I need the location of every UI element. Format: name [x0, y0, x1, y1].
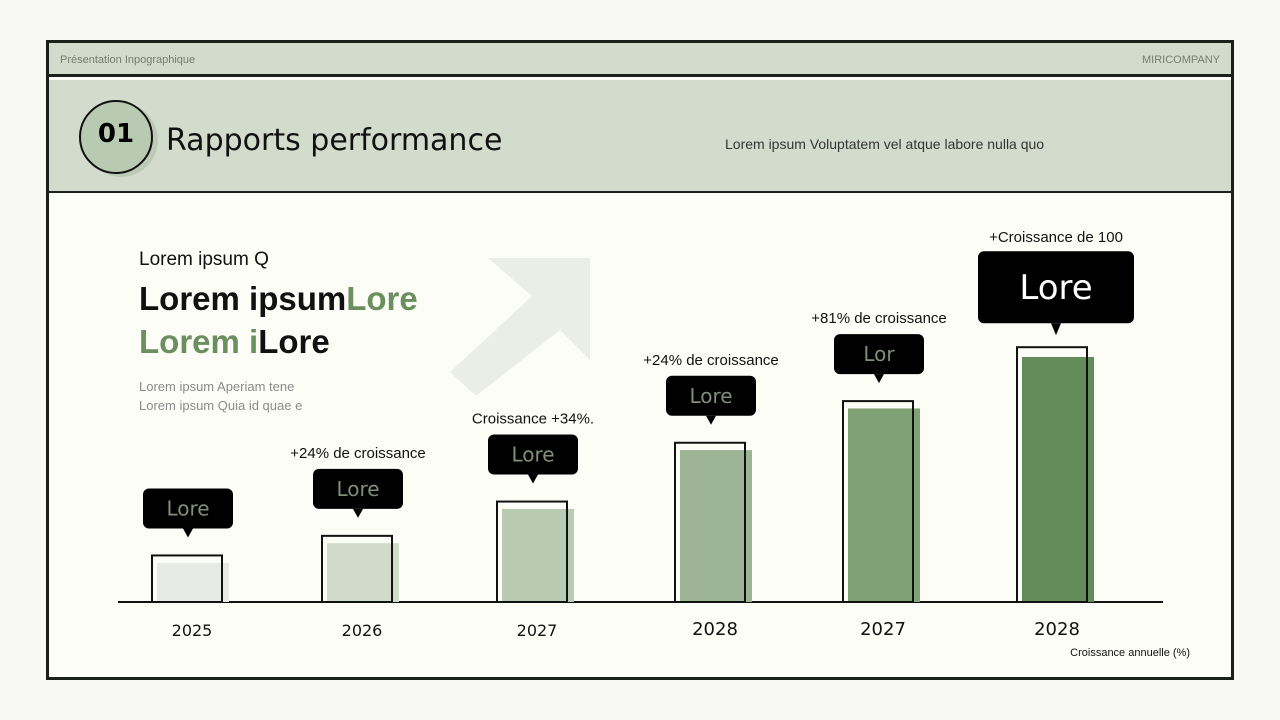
- title-band: 01 Rapports performance Lorem ipsum Volu…: [49, 80, 1231, 193]
- intro-text: Lorem ipsum Aperiam tene Lorem ipsum Quia…: [139, 377, 302, 415]
- callout-bubble: [313, 468, 403, 509]
- section-number-badge: 01: [79, 100, 153, 174]
- x-axis-label: Croissance annuelle (%): [1070, 647, 1190, 659]
- callout-pointer: [874, 374, 884, 384]
- callout-bubble: [488, 434, 578, 475]
- bar: [1022, 357, 1094, 602]
- callout-label: Lore: [1019, 268, 1092, 308]
- bar: [502, 508, 574, 602]
- growth-annotation: +24% de croissance: [643, 352, 779, 369]
- x-tick-label: 2027: [860, 619, 906, 640]
- heading-black: Lore: [258, 323, 330, 360]
- callout-bubble: [666, 375, 756, 416]
- x-tick-label: 2026: [342, 621, 383, 640]
- callout-pointer: [353, 508, 363, 518]
- x-tick-label: 2027: [517, 621, 558, 640]
- bar: [848, 408, 920, 602]
- heading-green: Lore: [346, 280, 418, 317]
- x-tick-label: 2028: [692, 619, 738, 640]
- callout-pointer: [183, 528, 193, 538]
- callout-pointer: [1051, 323, 1061, 336]
- callout-label: Lore: [689, 384, 732, 408]
- x-tick-label: 2028: [1034, 619, 1080, 640]
- top-bar: Présentation Inpographique MIRICOMPANY: [49, 43, 1231, 77]
- callout-bubble: [978, 251, 1134, 324]
- company-name: MIRICOMPANY: [1141, 54, 1220, 66]
- growth-annotation: Croissance +34%.: [472, 411, 594, 428]
- bar-outline: [321, 534, 393, 603]
- growth-annotation: +24% de croissance: [290, 445, 426, 462]
- callout-bubble: [834, 334, 924, 375]
- growth-annotation: +Croissance de 100: [989, 229, 1123, 246]
- intro-text-line: Lorem ipsum Quia id quae e: [139, 398, 303, 413]
- callout-pointer: [706, 415, 716, 425]
- callout-label: Lore: [336, 477, 379, 501]
- presentation-label: Présentation Inpographique: [60, 54, 196, 66]
- bar-outline: [151, 554, 223, 604]
- page-subtitle: Lorem ipsum Voluptatem vel atque labore …: [725, 136, 1045, 152]
- arrow-up-right-icon: [450, 258, 590, 396]
- callout-pointer: [528, 474, 538, 484]
- callout-bubble: [143, 488, 233, 529]
- growth-annotation: +81% de croissance: [811, 310, 947, 327]
- callout-label: Lor: [863, 342, 895, 366]
- bar-outline: [674, 441, 746, 603]
- bar-outline: [496, 500, 568, 603]
- bar-outline: [842, 400, 914, 603]
- bar: [157, 562, 229, 602]
- heading-green: Lorem i: [139, 323, 259, 360]
- intro-text-line: Lorem ipsum Aperiam tene: [139, 379, 295, 394]
- heading-black: Lorem ipsum: [139, 280, 347, 317]
- callout-label: Lore: [166, 496, 209, 520]
- intro-heading-line1: Lorem ipsumLore: [139, 277, 418, 320]
- x-tick-label: 2025: [172, 621, 213, 640]
- callout-label: Lore: [511, 443, 554, 467]
- bar: [680, 450, 752, 602]
- page-title: Rapports performance: [166, 123, 503, 158]
- bar-outline: [1016, 346, 1088, 604]
- intro-lead: Lorem ipsum Q: [139, 249, 269, 270]
- intro-heading-line2: Lorem iLore: [139, 320, 330, 363]
- bar: [327, 543, 399, 602]
